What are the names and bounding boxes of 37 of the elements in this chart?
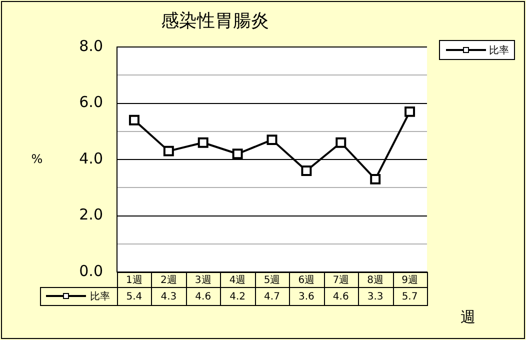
point — [370, 174, 381, 184]
data-label: 3.3 — [367, 292, 384, 303]
text: 比率 — [90, 292, 110, 303]
y-tick-label: 4.0 — [79, 149, 103, 168]
y-tick-label: 8.0 — [79, 36, 103, 55]
point — [232, 148, 243, 160]
point — [128, 114, 140, 126]
chart-title: 感染性胃腸炎 — [161, 10, 269, 32]
point — [198, 137, 208, 148]
legend-label: 比率 — [489, 44, 509, 57]
point — [266, 134, 278, 146]
data-label: 4.2 — [230, 292, 246, 303]
x-tick-label: 3週 — [194, 275, 212, 286]
point — [301, 166, 312, 176]
data-label: 5.7 — [402, 292, 418, 303]
x-axis-title: 週 — [460, 308, 476, 326]
x-tick-label: 5週 — [264, 275, 280, 286]
x-tick-label: 7週 — [332, 275, 350, 286]
x-tick-label: 4週 — [229, 275, 246, 286]
data-label: 3.6 — [298, 292, 314, 303]
x-tick-label: 8週 — [367, 275, 384, 286]
data-label: 4.6 — [195, 292, 212, 303]
x-tick-label: 9週 — [402, 275, 418, 286]
point — [163, 146, 174, 156]
data-label: 5.4 — [126, 292, 142, 303]
x-tick-label: 6週 — [298, 275, 315, 286]
y-tick-label: 2.0 — [79, 206, 103, 224]
y-axis-title: % — [31, 152, 43, 166]
x-tick-label: 1週 — [126, 275, 142, 286]
point — [336, 137, 346, 148]
point — [404, 106, 416, 117]
data-label: 4.7 — [264, 292, 280, 303]
y-tick-label: 0.0 — [79, 262, 103, 280]
y-tick-label: 6.0 — [79, 93, 103, 112]
data-label: 4.3 — [160, 292, 177, 303]
data-label: 4.6 — [332, 292, 349, 303]
x-tick-label: 2週 — [160, 275, 177, 286]
